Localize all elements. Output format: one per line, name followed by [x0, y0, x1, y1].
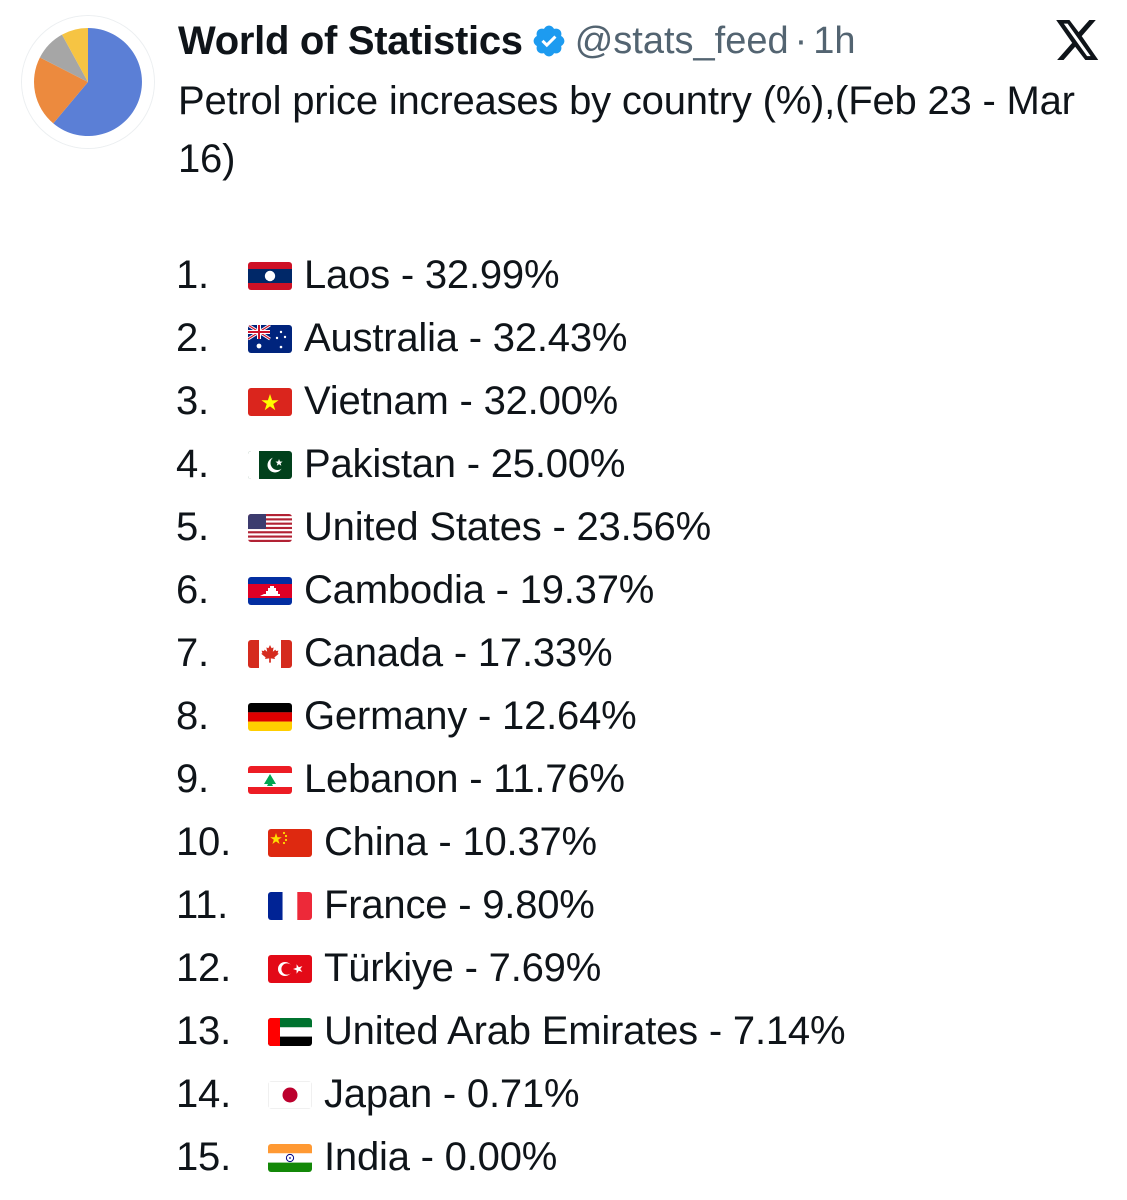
country-value-text: United States - 23.56% [304, 505, 711, 549]
lebanon-flag-icon [248, 765, 292, 794]
rank-number: 11. [176, 883, 229, 927]
rank-number: 7. [176, 631, 209, 675]
ranking-list-item: 8. Germany - 12.64% [176, 685, 1106, 748]
country-value-text: Australia - 32.43% [304, 316, 628, 360]
ranking-list-item: 13. United Arab Emirates - 7.14% [176, 1000, 1106, 1063]
rank-number: 4. [176, 442, 209, 486]
uae-flag-icon [268, 1017, 312, 1046]
vietnam-flag-icon [248, 387, 292, 416]
rank-number: 2. [176, 316, 209, 360]
tweet-header: World of Statistics @stats_feed · 1h [178, 14, 856, 68]
ranking-list-item: 9. Lebanon - 11.76% [176, 748, 1106, 811]
tweet-text: Petrol price increases by country (%),(F… [178, 79, 1075, 181]
country-value-text: France - 9.80% [324, 883, 595, 927]
rank-number: 13. [176, 1009, 232, 1053]
laos-flag-icon [248, 261, 292, 290]
country-value-text: United Arab Emirates - 7.14% [324, 1009, 846, 1053]
rank-number: 12. [176, 946, 232, 990]
rank-number: 15. [176, 1135, 232, 1179]
country-value-text: Cambodia - 19.37% [304, 568, 655, 612]
profile-avatar[interactable] [22, 16, 154, 148]
rank-number: 5. [176, 505, 209, 549]
ranking-list-item: 6. Cambodia - 19.37% [176, 559, 1106, 622]
ranking-list-item: 4. Pakistan - 25.00% [176, 433, 1106, 496]
australia-flag-icon [248, 324, 292, 353]
ranking-list-item: 11. France - 9.80% [176, 874, 1106, 937]
ranking-list-item: 2. Australia - 32.43% [176, 307, 1106, 370]
rank-number: 6. [176, 568, 209, 612]
ranking-list: 1. Laos - 32.99% 2. Australia - 32.43% 3. Vie… [176, 244, 1106, 1189]
ranking-list-item: 14. Japan - 0.71% [176, 1063, 1106, 1126]
x-logo-icon[interactable] [1056, 20, 1100, 60]
country-value-text: Pakistan - 25.00% [304, 442, 626, 486]
ranking-list-item: 1. Laos - 32.99% [176, 244, 1106, 307]
country-value-text: Türkiye - 7.69% [324, 946, 602, 990]
ranking-list-item: 12. Türkiye - 7.69% [176, 937, 1106, 1000]
rank-number: 3. [176, 379, 209, 423]
country-value-text: Lebanon - 11.76% [304, 757, 625, 801]
france-flag-icon [268, 891, 312, 920]
display-name[interactable]: World of Statistics [178, 18, 523, 63]
japan-flag-icon [268, 1080, 312, 1109]
canada-flag-icon [248, 639, 292, 668]
tweet-timestamp[interactable]: 1h [813, 19, 856, 62]
germany-flag-icon [248, 702, 292, 731]
country-value-text: Canada - 17.33% [304, 631, 613, 675]
verified-badge-icon [533, 25, 565, 57]
country-value-text: China - 10.37% [324, 820, 597, 864]
user-handle[interactable]: @stats_feed [574, 19, 789, 62]
rank-number: 1. [176, 253, 209, 297]
rank-number: 8. [176, 694, 209, 738]
country-value-text: India - 0.00% [324, 1135, 558, 1179]
rank-number: 14. [176, 1072, 232, 1116]
ranking-list-item: 3. Vietnam - 32.00% [176, 370, 1106, 433]
country-value-text: Germany - 12.64% [304, 694, 637, 738]
ranking-list-item: 15. India - 0.00% [176, 1126, 1106, 1189]
turkiye-flag-icon [268, 954, 312, 983]
rank-number: 10. [176, 820, 232, 864]
rank-number: 9. [176, 757, 209, 801]
pakistan-flag-icon [248, 450, 292, 479]
header-separator: · [794, 19, 808, 62]
china-flag-icon [268, 828, 312, 857]
ranking-list-item: 7. Canada - 17.33% [176, 622, 1106, 685]
pie-chart-avatar-icon [22, 16, 154, 148]
cambodia-flag-icon [248, 576, 292, 605]
country-value-text: Vietnam - 32.00% [304, 379, 619, 423]
country-value-text: Japan - 0.71% [324, 1072, 580, 1116]
india-flag-icon [268, 1143, 312, 1172]
country-value-text: Laos - 32.99% [304, 253, 560, 297]
united-states-flag-icon [248, 513, 292, 542]
ranking-list-item: 10. China - 10.37% [176, 811, 1106, 874]
ranking-list-item: 5. United States - 23.56% [176, 496, 1106, 559]
